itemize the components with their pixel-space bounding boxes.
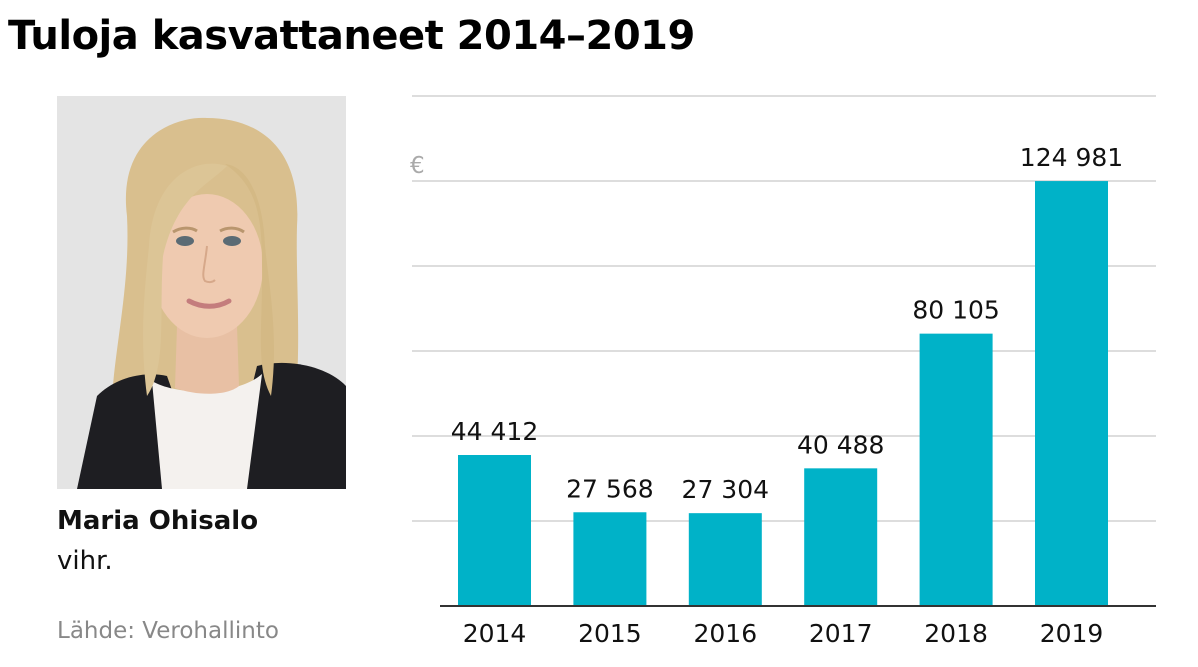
bar-value-label-2015: 27 568: [566, 474, 653, 503]
x-tick-label-2019: 2019: [1040, 619, 1104, 648]
portrait-photo: [57, 96, 346, 489]
bar-value-labels: 44 412 27 568 27 304 40 488 80 105 124 981: [451, 143, 1123, 504]
bar-value-label-2019: 124 981: [1020, 143, 1123, 172]
bar-2015: [573, 512, 647, 606]
x-tick-label-2015: 2015: [578, 619, 642, 648]
bar-2019: [1035, 181, 1108, 606]
x-tick-label-2017: 2017: [809, 619, 873, 648]
x-tick-labels: 2014 2015 2016 2017 2018 2019: [463, 619, 1104, 648]
x-tick-label-2014: 2014: [463, 619, 527, 648]
bar-value-label-2018: 80 105: [912, 296, 999, 325]
grid-lines: [412, 95, 1156, 522]
chart-title: Tuloja kasvattaneet 2014–2019: [8, 13, 695, 59]
bars: [458, 181, 1108, 606]
bar-value-label-2016: 27 304: [682, 475, 769, 504]
portrait-photo-icon: [57, 96, 346, 489]
bar-value-label-2014: 44 412: [451, 417, 538, 446]
x-tick-label-2018: 2018: [924, 619, 988, 648]
bar-2014: [458, 454, 531, 606]
bar-value-label-2017: 40 488: [797, 430, 884, 459]
bar-2017: [804, 468, 878, 606]
unit-label: €: [410, 153, 425, 179]
bar-2016: [688, 513, 762, 606]
bar-2018: [919, 333, 993, 606]
x-tick-label-2016: 2016: [693, 619, 757, 648]
person-name: Maria Ohisalo: [57, 506, 259, 536]
source-note: Lähde: Verohallinto: [57, 618, 279, 644]
person-party: vihr.: [57, 546, 113, 576]
